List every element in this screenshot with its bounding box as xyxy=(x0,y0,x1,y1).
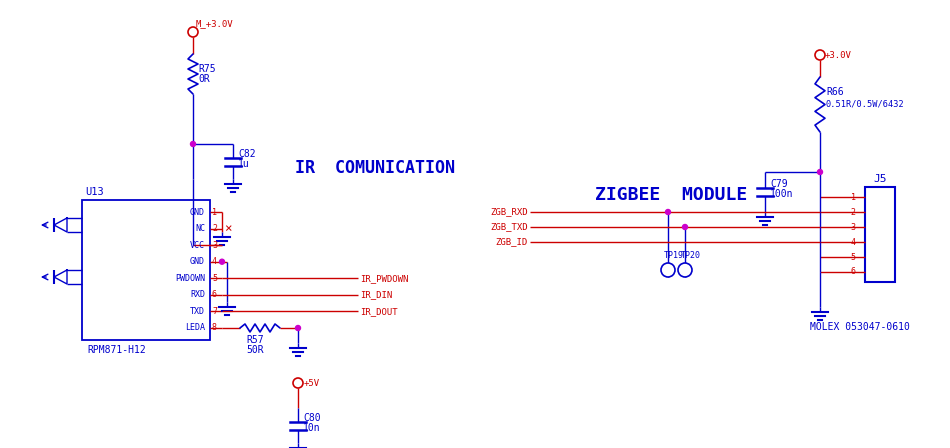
Circle shape xyxy=(815,50,825,60)
Text: 2: 2 xyxy=(212,224,217,233)
Text: VCC: VCC xyxy=(190,241,205,250)
Text: TXD: TXD xyxy=(190,307,205,316)
Text: 8: 8 xyxy=(212,323,217,332)
Circle shape xyxy=(191,142,196,146)
Circle shape xyxy=(678,263,692,277)
Text: C79: C79 xyxy=(770,179,788,189)
Text: J5: J5 xyxy=(873,174,886,184)
Circle shape xyxy=(219,259,224,264)
Text: +3.0V: +3.0V xyxy=(825,51,852,60)
Text: 6: 6 xyxy=(850,267,856,276)
Text: 5: 5 xyxy=(850,253,856,262)
Text: 3: 3 xyxy=(212,241,217,250)
Text: ZGB_RXD: ZGB_RXD xyxy=(490,207,528,216)
Text: 10n: 10n xyxy=(303,423,320,433)
Text: IR  COMUNICATION: IR COMUNICATION xyxy=(295,159,455,177)
Circle shape xyxy=(666,210,671,215)
Text: 4: 4 xyxy=(212,257,217,266)
Circle shape xyxy=(293,378,303,388)
Text: ZGB_ID: ZGB_ID xyxy=(496,237,528,246)
Text: TP20: TP20 xyxy=(681,251,701,260)
Text: ZIGBEE  MODULE: ZIGBEE MODULE xyxy=(595,186,748,204)
Text: ZGB_TXD: ZGB_TXD xyxy=(490,223,528,232)
Circle shape xyxy=(188,27,198,37)
Text: LEDA: LEDA xyxy=(185,323,205,332)
Text: R57: R57 xyxy=(246,335,263,345)
Bar xyxy=(865,187,895,282)
Text: C82: C82 xyxy=(238,149,256,159)
Text: NC: NC xyxy=(195,224,205,233)
Text: R66: R66 xyxy=(826,87,844,97)
Text: C80: C80 xyxy=(303,413,320,423)
Text: IR_PWDOWN: IR_PWDOWN xyxy=(360,274,408,283)
Text: 3: 3 xyxy=(850,223,856,232)
Text: 100n: 100n xyxy=(770,189,793,199)
Text: +5V: +5V xyxy=(304,379,320,388)
Text: U13: U13 xyxy=(85,187,104,197)
Text: GND: GND xyxy=(190,207,205,216)
Text: 0R: 0R xyxy=(198,74,210,84)
Circle shape xyxy=(818,169,823,175)
Circle shape xyxy=(295,326,300,331)
Text: RPM871-H12: RPM871-H12 xyxy=(87,345,145,355)
Text: 0.51R/0.5W/6432: 0.51R/0.5W/6432 xyxy=(826,99,904,108)
Text: 2: 2 xyxy=(850,207,856,216)
Text: 1: 1 xyxy=(850,193,856,202)
Text: RXD: RXD xyxy=(190,290,205,299)
Bar xyxy=(82,200,210,340)
Text: R75: R75 xyxy=(198,64,216,74)
Circle shape xyxy=(661,263,675,277)
Text: 1: 1 xyxy=(212,207,217,216)
Text: 5: 5 xyxy=(212,274,217,283)
Text: 50R: 50R xyxy=(246,345,263,355)
Text: TP19: TP19 xyxy=(664,251,684,260)
Circle shape xyxy=(682,224,688,229)
Text: PWDOWN: PWDOWN xyxy=(175,274,205,283)
Text: 4: 4 xyxy=(850,237,856,246)
Text: 1u: 1u xyxy=(238,159,250,169)
Text: ×: × xyxy=(224,222,232,235)
Text: M_+3.0V: M_+3.0V xyxy=(196,20,234,29)
Text: GND: GND xyxy=(190,257,205,266)
Text: 7: 7 xyxy=(212,307,217,316)
Text: 6: 6 xyxy=(212,290,217,299)
Text: IR_DIN: IR_DIN xyxy=(360,290,392,299)
Text: MOLEX 053047-0610: MOLEX 053047-0610 xyxy=(810,322,910,332)
Text: IR_DOUT: IR_DOUT xyxy=(360,307,398,316)
